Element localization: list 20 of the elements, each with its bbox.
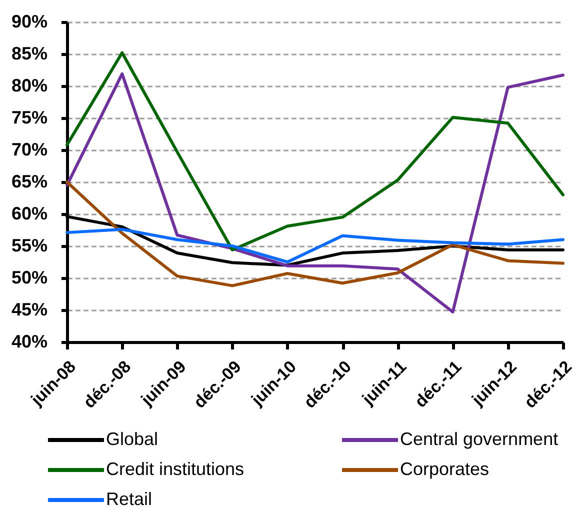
y-tick-label: 65%	[11, 172, 48, 192]
line-series	[66, 51, 564, 252]
y-tick-label: 40%	[11, 332, 48, 352]
legend-label: Corporates	[400, 459, 490, 479]
legend-label: Global	[106, 429, 158, 449]
legend-label: Central government	[400, 429, 558, 449]
legend-label: Credit institutions	[106, 459, 244, 479]
y-tick-label: 55%	[11, 236, 48, 256]
y-tick-label: 75%	[11, 108, 48, 128]
y-tick-label: 60%	[11, 204, 48, 224]
y-tick-label: 50%	[11, 268, 48, 288]
line-series	[66, 180, 564, 288]
y-tick-label: 70%	[11, 140, 48, 160]
y-tick-label: 80%	[11, 76, 48, 96]
y-tick-label: 90%	[11, 12, 48, 32]
line-series	[66, 228, 564, 264]
y-tick-label: 85%	[11, 44, 48, 64]
y-tick-label: 45%	[11, 300, 48, 320]
legend-label: Retail	[106, 489, 152, 509]
line-series	[66, 72, 564, 314]
